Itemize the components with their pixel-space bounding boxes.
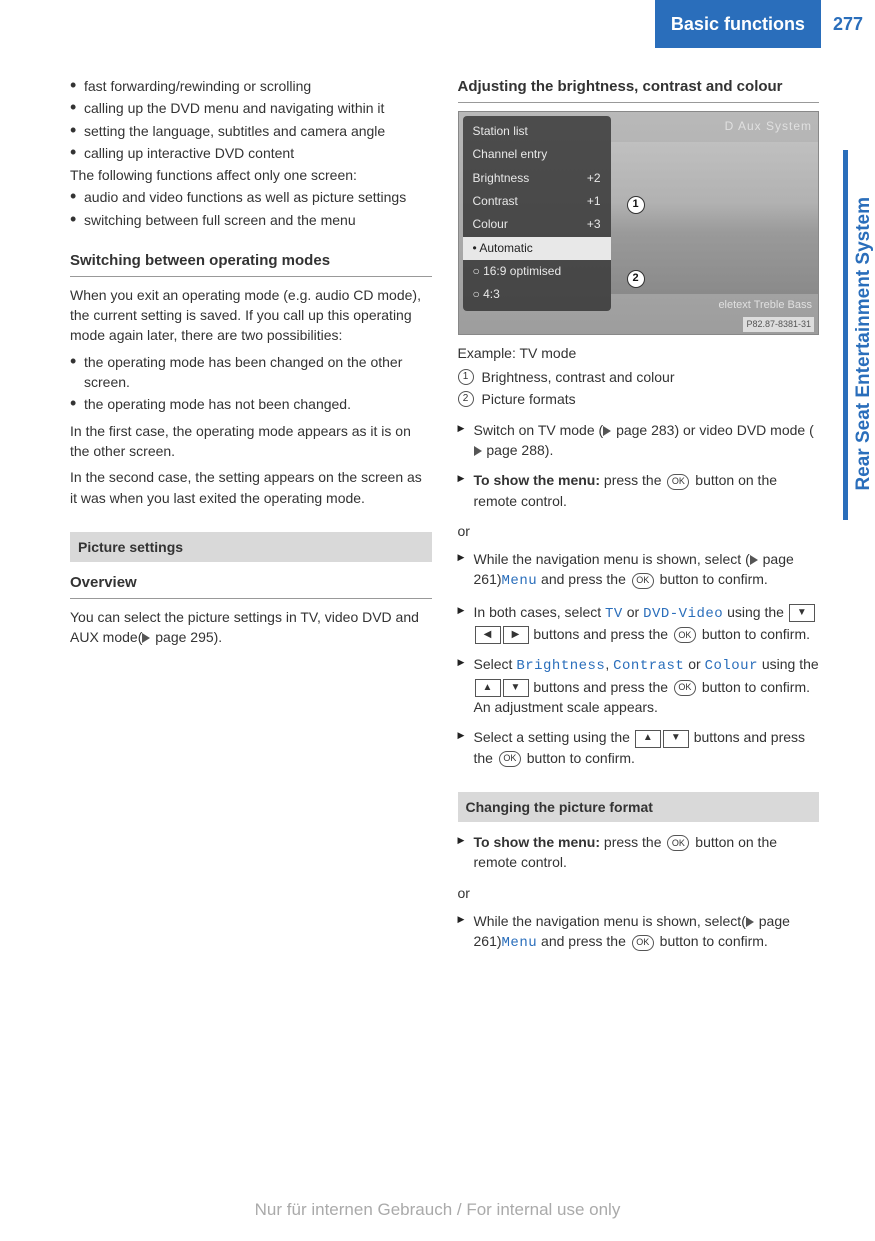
- down-button-icon: ▼: [789, 604, 815, 622]
- osd-menu-item-selected: • Automatic: [463, 237, 611, 260]
- screenshot-background: [611, 142, 819, 294]
- osd-menu-item: Brightness+2: [463, 167, 611, 190]
- osd-menu-item: Colour+3: [463, 213, 611, 236]
- caption: Example: TV mode: [458, 343, 820, 363]
- paragraph: You can select the picture settings in T…: [70, 607, 432, 648]
- page-ref-icon: [603, 426, 611, 436]
- ui-label: Contrast: [613, 658, 684, 674]
- step: Select Brightness, Contrast or Colour us…: [458, 654, 820, 717]
- section-picture-settings: Picture settings: [70, 532, 432, 562]
- legend-item: 2 Picture formats: [458, 389, 820, 409]
- callout-legend: 1 Brightness, contrast and colour 2 Pictur…: [458, 367, 820, 410]
- ui-label: Menu: [502, 573, 538, 589]
- down-button-icon: ▼: [663, 730, 689, 748]
- text: Brightness, contrast and colour: [482, 367, 675, 387]
- paragraph: In the first case, the operating mode ap…: [70, 421, 432, 462]
- content: fast forwarding/rewinding or scrolling c…: [0, 48, 875, 964]
- list-item: calling up the DVD menu and navigating w…: [70, 98, 432, 118]
- osd-bottom-tabs: eletext Treble Bass: [718, 298, 812, 314]
- page-ref-icon: [746, 917, 754, 927]
- text: Picture formats: [482, 389, 576, 409]
- ok-button-icon: OK: [499, 751, 521, 767]
- step-list: While the navigation menu is shown, sele…: [458, 911, 820, 954]
- paragraph: When you exit an operating mode (e.g. au…: [70, 285, 432, 346]
- page-header: Basic functions 277: [0, 0, 875, 48]
- ok-button-icon: OK: [667, 835, 689, 851]
- list-item: setting the language, subtitles and came…: [70, 121, 432, 141]
- left-column: fast forwarding/rewinding or scrolling c…: [70, 76, 432, 964]
- watermark: Nur für internen Gebrauch / For internal…: [0, 1198, 875, 1223]
- step: To show the menu: press the OK button on…: [458, 832, 820, 873]
- bullet-list-1: fast forwarding/rewinding or scrolling c…: [70, 76, 432, 163]
- header-title: Basic functions: [655, 0, 821, 48]
- osd-menu-item: Station list: [463, 120, 611, 143]
- down-button-icon: ▼: [503, 679, 529, 697]
- or-text: or: [458, 883, 820, 903]
- up-button-icon: ▲: [475, 679, 501, 697]
- step-list: To show the menu: press the OK button on…: [458, 832, 820, 873]
- step: While the navigation menu is shown, sele…: [458, 549, 820, 592]
- page-ref-icon: [474, 446, 482, 456]
- ui-label: TV: [605, 606, 623, 622]
- legend-item: 1 Brightness, contrast and colour: [458, 367, 820, 387]
- ok-button-icon: OK: [674, 680, 696, 696]
- step: While the navigation menu is shown, sele…: [458, 911, 820, 954]
- heading-adjusting: Adjusting the brightness, contrast and c…: [458, 76, 820, 103]
- up-button-icon: ▲: [635, 730, 661, 748]
- step-list: Switch on TV mode ( page 283) or video D…: [458, 420, 820, 511]
- screenshot-code: P82.87-8381-31: [743, 317, 814, 332]
- osd-menu-item: ○ 16:9 optimised: [463, 260, 611, 283]
- list-item: calling up interactive DVD content: [70, 143, 432, 163]
- side-tab-text: Rear Seat Entertainment System: [850, 174, 875, 514]
- heading-switching-modes: Switching between operating modes: [70, 250, 432, 277]
- ui-label: Menu: [502, 935, 538, 951]
- step-list: While the navigation menu is shown, sele…: [458, 549, 820, 768]
- step: To show the menu: press the OK button on…: [458, 470, 820, 511]
- list-item: switching between full screen and the me…: [70, 210, 432, 230]
- ui-label: DVD-Video: [643, 606, 723, 622]
- step: Switch on TV mode ( page 283) or video D…: [458, 420, 820, 461]
- section-changing-format: Changing the picture format: [458, 792, 820, 822]
- ui-label: Brightness: [516, 658, 605, 674]
- tv-screenshot: Station list Channel entry Brightness+2 …: [458, 111, 820, 335]
- text: You can select the picture settings in T…: [70, 609, 419, 645]
- bullet-list-3: the operating mode has been changed on t…: [70, 352, 432, 415]
- step: In both cases, select TV or DVD-Video us…: [458, 602, 820, 645]
- circled-2-icon: 2: [458, 391, 474, 407]
- circled-1-icon: 1: [458, 369, 474, 385]
- osd-menu-item: Channel entry: [463, 143, 611, 166]
- ok-button-icon: OK: [632, 935, 654, 951]
- osd-menu: Station list Channel entry Brightness+2 …: [463, 116, 611, 311]
- osd-menu-item: ○ 4:3: [463, 283, 611, 306]
- or-text: or: [458, 521, 820, 541]
- side-tab: Rear Seat Entertainment System: [843, 150, 875, 520]
- right-button-icon: ▶: [503, 626, 529, 644]
- ok-button-icon: OK: [667, 474, 689, 490]
- header-page-number: 277: [821, 0, 875, 48]
- osd-top-tabs: D Aux System: [725, 118, 812, 135]
- step: Select a setting using the ▲▼ buttons an…: [458, 727, 820, 768]
- page-ref-icon: [750, 555, 758, 565]
- paragraph: In the second case, the setting appears …: [70, 467, 432, 508]
- ui-label: Colour: [705, 658, 758, 674]
- ok-button-icon: OK: [674, 627, 696, 643]
- callout-1: 1: [627, 196, 645, 214]
- left-button-icon: ◀: [475, 626, 501, 644]
- page-ref-icon: [142, 633, 150, 643]
- list-item: fast forwarding/rewinding or scrolling: [70, 76, 432, 96]
- osd-menu-item: Contrast+1: [463, 190, 611, 213]
- bullet-list-2: audio and video functions as well as pic…: [70, 187, 432, 230]
- paragraph: The following functions affect only one …: [70, 165, 432, 185]
- callout-2: 2: [627, 270, 645, 288]
- text: page 295).: [151, 629, 222, 645]
- list-item: audio and video functions as well as pic…: [70, 187, 432, 207]
- list-item: the operating mode has not been changed.: [70, 394, 432, 414]
- ok-button-icon: OK: [632, 573, 654, 589]
- list-item: the operating mode has been changed on t…: [70, 352, 432, 393]
- right-column: Adjusting the brightness, contrast and c…: [458, 76, 820, 964]
- heading-overview: Overview: [70, 572, 432, 599]
